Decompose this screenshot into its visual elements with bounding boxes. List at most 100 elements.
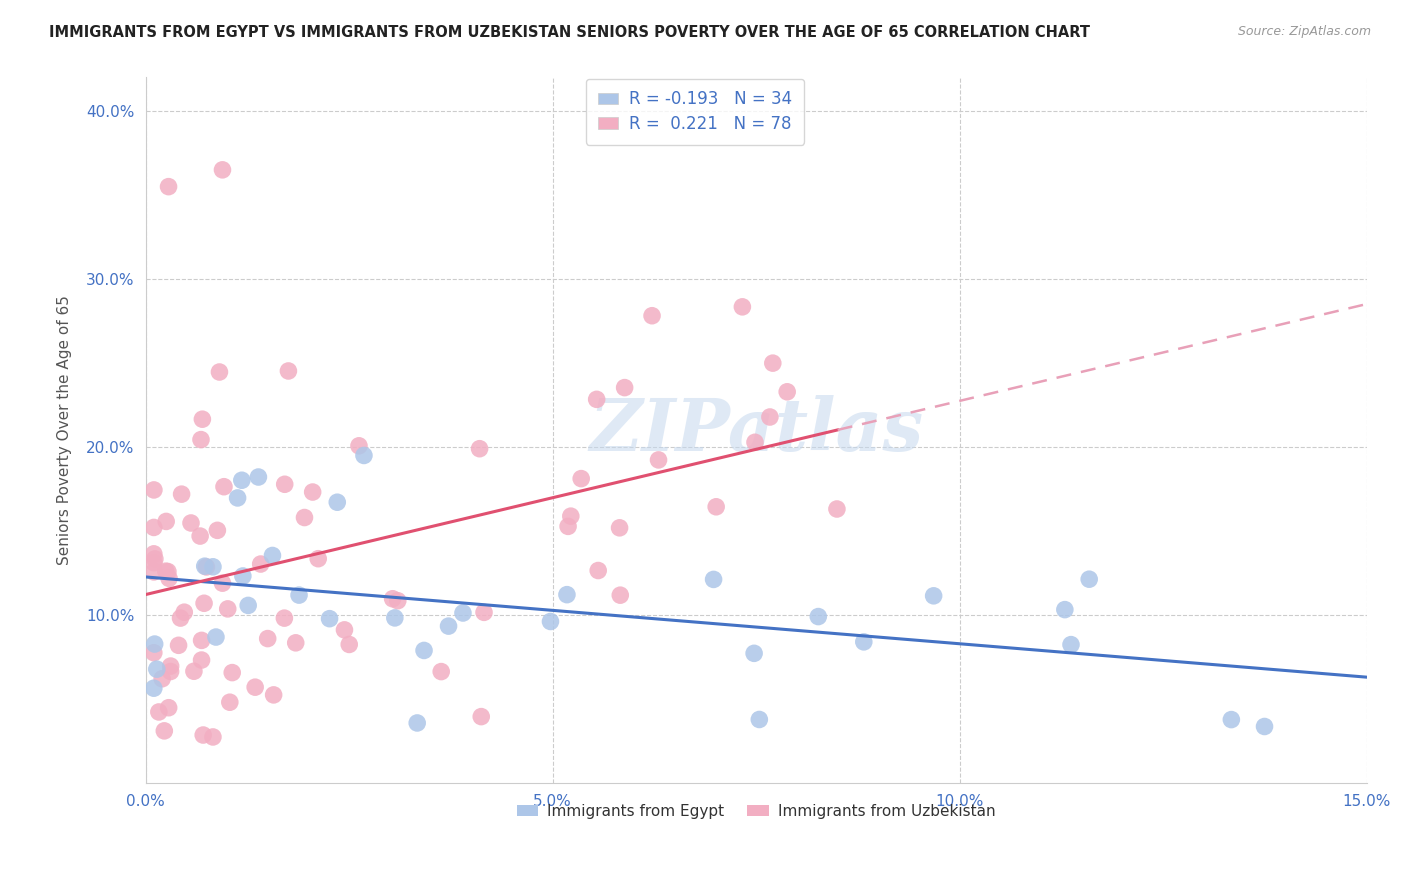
Text: Source: ZipAtlas.com: Source: ZipAtlas.com bbox=[1237, 25, 1371, 38]
Point bbox=[748, 713, 770, 727]
Point bbox=[288, 588, 311, 602]
Point bbox=[1060, 638, 1083, 652]
Point bbox=[188, 529, 211, 543]
Point bbox=[284, 636, 307, 650]
Point bbox=[256, 632, 278, 646]
Point bbox=[153, 723, 176, 738]
Y-axis label: Seniors Poverty Over the Age of 65: Seniors Poverty Over the Age of 65 bbox=[58, 295, 72, 566]
Point bbox=[609, 588, 631, 602]
Point bbox=[744, 435, 766, 450]
Point bbox=[150, 672, 173, 686]
Point bbox=[148, 705, 170, 719]
Point bbox=[1078, 572, 1101, 586]
Point bbox=[156, 565, 179, 579]
Point bbox=[155, 564, 177, 578]
Point bbox=[247, 470, 270, 484]
Point bbox=[169, 611, 191, 625]
Point bbox=[731, 300, 754, 314]
Point bbox=[211, 162, 233, 177]
Point bbox=[384, 611, 406, 625]
Text: ZIPatlas: ZIPatlas bbox=[589, 395, 924, 466]
Point bbox=[347, 439, 370, 453]
Point bbox=[190, 633, 212, 648]
Point bbox=[193, 596, 215, 610]
Point bbox=[762, 356, 785, 370]
Point bbox=[190, 653, 212, 667]
Point bbox=[413, 643, 436, 657]
Point bbox=[142, 565, 165, 579]
Point bbox=[807, 609, 830, 624]
Point bbox=[170, 487, 193, 501]
Text: IMMIGRANTS FROM EGYPT VS IMMIGRANTS FROM UZBEKISTAN SENIORS POVERTY OVER THE AGE: IMMIGRANTS FROM EGYPT VS IMMIGRANTS FROM… bbox=[49, 25, 1090, 40]
Point bbox=[193, 728, 215, 742]
Point bbox=[613, 381, 636, 395]
Point bbox=[142, 483, 165, 497]
Point bbox=[190, 433, 212, 447]
Point bbox=[159, 659, 181, 673]
Point bbox=[183, 665, 205, 679]
Point bbox=[387, 593, 409, 607]
Point bbox=[249, 557, 271, 571]
Point bbox=[194, 559, 217, 574]
Point bbox=[143, 552, 166, 566]
Point bbox=[205, 630, 228, 644]
Point bbox=[231, 473, 253, 487]
Point bbox=[825, 502, 848, 516]
Point bbox=[759, 409, 782, 424]
Point bbox=[852, 635, 875, 649]
Point bbox=[226, 491, 249, 505]
Point bbox=[353, 449, 375, 463]
Point bbox=[294, 510, 316, 524]
Point bbox=[742, 646, 765, 660]
Point bbox=[406, 715, 429, 730]
Point bbox=[217, 602, 239, 616]
Point bbox=[585, 392, 607, 407]
Point bbox=[142, 681, 165, 696]
Point bbox=[157, 179, 180, 194]
Point bbox=[437, 619, 460, 633]
Point bbox=[274, 477, 297, 491]
Point bbox=[922, 589, 945, 603]
Point bbox=[468, 442, 491, 456]
Point bbox=[557, 519, 579, 533]
Point bbox=[208, 365, 231, 379]
Point bbox=[1220, 713, 1243, 727]
Point bbox=[540, 615, 562, 629]
Point bbox=[212, 480, 235, 494]
Point bbox=[218, 695, 240, 709]
Point bbox=[155, 515, 177, 529]
Point bbox=[142, 646, 165, 660]
Point bbox=[159, 665, 181, 679]
Point bbox=[263, 688, 285, 702]
Point bbox=[430, 665, 453, 679]
Point bbox=[262, 549, 284, 563]
Point bbox=[273, 611, 295, 625]
Point bbox=[142, 556, 165, 570]
Point bbox=[180, 516, 202, 530]
Point bbox=[641, 309, 664, 323]
Point bbox=[560, 509, 582, 524]
Point bbox=[470, 709, 492, 723]
Point bbox=[609, 521, 631, 535]
Point bbox=[146, 662, 169, 676]
Point bbox=[157, 571, 180, 585]
Point bbox=[1053, 602, 1076, 616]
Point bbox=[569, 472, 592, 486]
Point bbox=[307, 551, 329, 566]
Point bbox=[704, 500, 727, 514]
Point bbox=[1253, 719, 1275, 733]
Point bbox=[326, 495, 349, 509]
Point bbox=[647, 453, 669, 467]
Point bbox=[243, 680, 266, 694]
Point bbox=[451, 606, 474, 620]
Point bbox=[142, 520, 165, 534]
Point bbox=[301, 485, 323, 500]
Point bbox=[318, 612, 340, 626]
Point bbox=[776, 384, 799, 399]
Point bbox=[201, 730, 224, 744]
Point bbox=[142, 547, 165, 561]
Point bbox=[381, 591, 404, 606]
Point bbox=[221, 665, 243, 680]
Point bbox=[337, 637, 360, 651]
Point bbox=[167, 638, 190, 652]
